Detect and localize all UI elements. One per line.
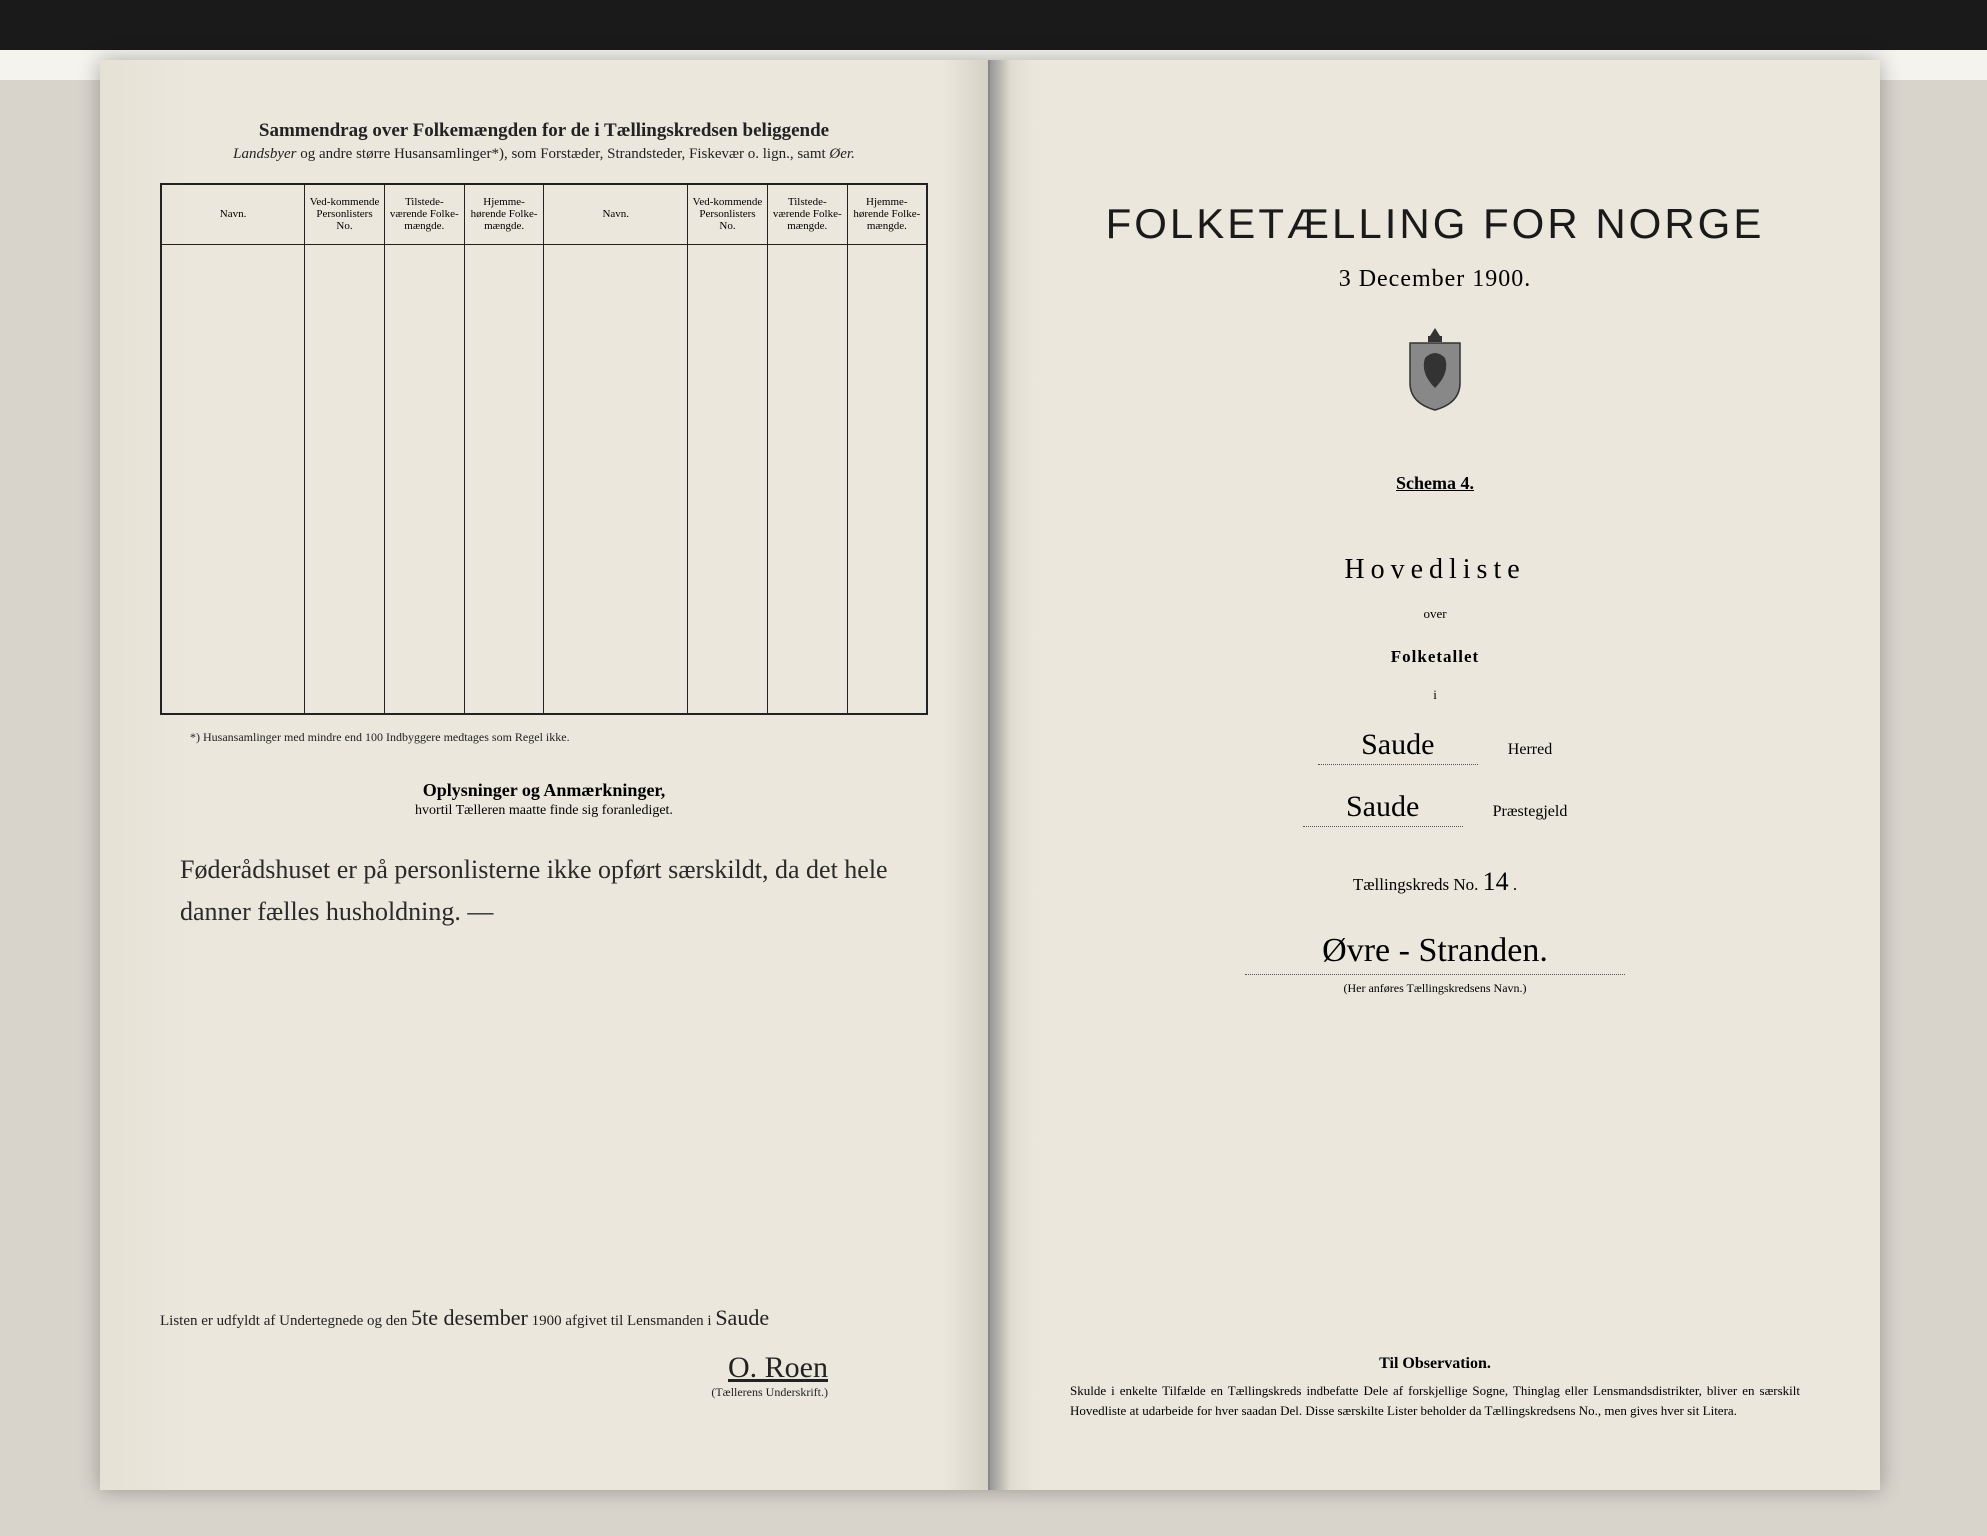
th-hjem-1: Hjemme-hørende Folke-mængde.	[464, 184, 544, 244]
left-header: Sammendrag over Folkemængden for de i Tæ…	[160, 120, 928, 163]
sig-place-hw: Saude	[715, 1305, 769, 1330]
summary-subtitle: Landsbyer og andre større Husansamlinger…	[160, 146, 928, 163]
kreds-number-row: Tællingskreds No. 14 .	[1050, 867, 1820, 897]
signature-name: O. Roen	[160, 1351, 828, 1385]
handwritten-note: Føderådshuset er på personlisterne ikke …	[160, 849, 928, 932]
prestegjeld-handwritten: Saude	[1303, 790, 1463, 827]
open-book: Sammendrag over Folkemængden for de i Tæ…	[100, 60, 1880, 1490]
observation-title: Til Observation.	[1070, 1355, 1800, 1373]
coat-of-arms-icon	[1400, 328, 1470, 413]
th-vedk-1: Ved-kommende Personlisters No.	[305, 184, 385, 244]
herred-handwritten: Saude	[1318, 728, 1478, 765]
sig-year: 1900 afgivet til Lensmanden i	[532, 1313, 716, 1329]
remarks-section: Oplysninger og Anmærkninger, hvortil Tæl…	[160, 780, 928, 819]
spine-shadow	[990, 60, 1010, 1490]
observation-block: Til Observation. Skulde i enkelte Tilfæl…	[1070, 1355, 1800, 1420]
census-title: FOLKETÆLLING FOR NORGE	[1050, 200, 1820, 248]
schema-label: Schema 4.	[1050, 473, 1820, 494]
left-page: Sammendrag over Folkemængden for de i Tæ…	[100, 60, 990, 1490]
footnote: *) Husansamlinger med mindre end 100 Ind…	[190, 730, 928, 745]
kreds-name-handwritten: Øvre - Stranden.	[1245, 932, 1625, 975]
i-label: i	[1050, 687, 1820, 703]
folketallet: Folketallet	[1050, 647, 1820, 667]
th-vedk-2: Ved-kommende Personlisters No.	[688, 184, 768, 244]
signature-block: Listen er udfyldt af Undertegnede og den…	[160, 1305, 928, 1400]
right-page: FOLKETÆLLING FOR NORGE 3 December 1900. …	[990, 60, 1880, 1490]
sig-prefix: Listen er udfyldt af Undertegnede og den	[160, 1313, 411, 1329]
kreds-label: Tællingskreds No.	[1353, 875, 1479, 894]
th-tilst-2: Tilstede-værende Folke-mængde.	[767, 184, 847, 244]
herred-row: Saude Herred	[1050, 728, 1820, 765]
table-row	[161, 244, 927, 714]
sig-date-hw: 5te desember	[411, 1305, 528, 1330]
herred-label: Herred	[1508, 741, 1552, 759]
prestegjeld-label: Præstegjeld	[1493, 803, 1568, 821]
census-date: 3 December 1900.	[1050, 266, 1820, 293]
th-hjem-2: Hjemme-hørende Folke-mængde.	[847, 184, 927, 244]
signature-label: (Tællerens Underskrift.)	[160, 1385, 828, 1400]
kreds-number: 14	[1483, 867, 1509, 896]
right-content: FOLKETÆLLING FOR NORGE 3 December 1900. …	[1050, 100, 1820, 996]
remarks-sub: hvortil Tælleren maatte finde sig foranl…	[160, 803, 928, 819]
th-navn-2: Navn.	[544, 184, 688, 244]
remarks-title: Oplysninger og Anmærkninger,	[160, 780, 928, 801]
observation-text: Skulde i enkelte Tilfælde en Tællingskre…	[1070, 1381, 1800, 1420]
prestegjeld-row: Saude Præstegjeld	[1050, 790, 1820, 827]
th-tilst-1: Tilstede-værende Folke-mængde.	[384, 184, 464, 244]
hovedliste: Hovedliste	[1050, 554, 1820, 586]
summary-title: Sammendrag over Folkemængden for de i Tæ…	[160, 120, 928, 142]
kreds-name-sublabel: (Her anføres Tællingskredsens Navn.)	[1050, 981, 1820, 996]
th-navn-1: Navn.	[161, 184, 305, 244]
over-label: over	[1050, 606, 1820, 622]
top-black-bar	[0, 0, 1987, 50]
summary-table: Navn. Ved-kommende Personlisters No. Til…	[160, 183, 928, 715]
